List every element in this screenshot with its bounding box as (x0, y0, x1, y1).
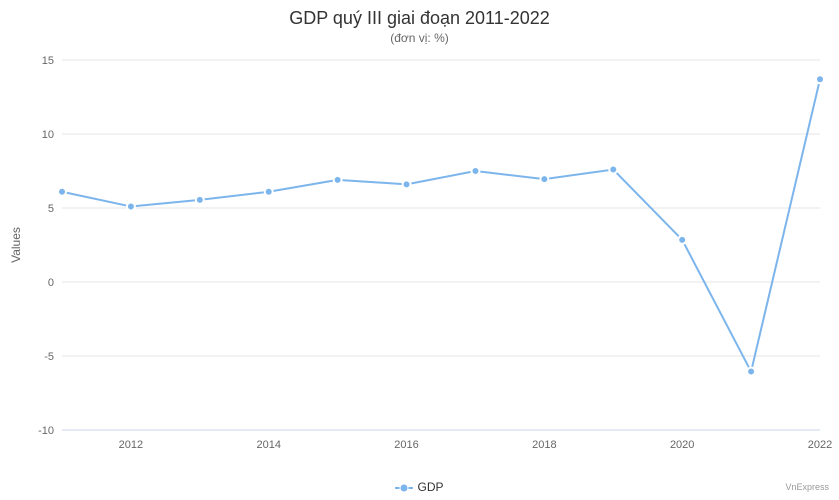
data-point[interactable] (265, 188, 273, 196)
data-point[interactable] (747, 368, 755, 376)
data-point[interactable] (816, 75, 824, 83)
legend-marker (395, 482, 413, 494)
chart-svg: GDP quý III giai đoạn 2011-2022 (đơn vị: … (0, 0, 839, 500)
chart-title: GDP quý III giai đoạn 2011-2022 (289, 8, 550, 28)
x-tick-label: 2014 (256, 439, 280, 451)
y-tick-label: -5 (44, 351, 54, 363)
data-point[interactable] (334, 176, 342, 184)
data-point[interactable] (540, 175, 548, 183)
data-point[interactable] (58, 188, 66, 196)
y-tick-label: -10 (38, 425, 54, 437)
chart-subtitle: (đơn vị: %) (390, 31, 449, 45)
y-axis-title: Values (9, 227, 23, 263)
data-point[interactable] (127, 203, 135, 211)
credit-text[interactable]: VnExpress (785, 482, 829, 492)
data-point[interactable] (609, 166, 617, 174)
x-tick-label: 2018 (532, 439, 556, 451)
legend-label: GDP (417, 480, 443, 494)
x-tick-label: 2022 (808, 439, 832, 451)
x-tick-label: 2020 (670, 439, 694, 451)
chart-container: GDP quý III giai đoạn 2011-2022 (đơn vị: … (0, 0, 839, 500)
y-tick-label: 10 (42, 129, 54, 141)
y-tick-label: 0 (48, 277, 54, 289)
data-point[interactable] (196, 196, 204, 204)
data-point[interactable] (403, 180, 411, 188)
y-tick-label: 15 (42, 55, 54, 67)
legend[interactable]: GDP (0, 480, 839, 494)
data-point[interactable] (678, 236, 686, 244)
x-tick-label: 2012 (119, 439, 143, 451)
data-point[interactable] (471, 167, 479, 175)
y-tick-label: 5 (48, 203, 54, 215)
series-line-gdp[interactable] (62, 79, 820, 371)
x-tick-label: 2016 (394, 439, 418, 451)
